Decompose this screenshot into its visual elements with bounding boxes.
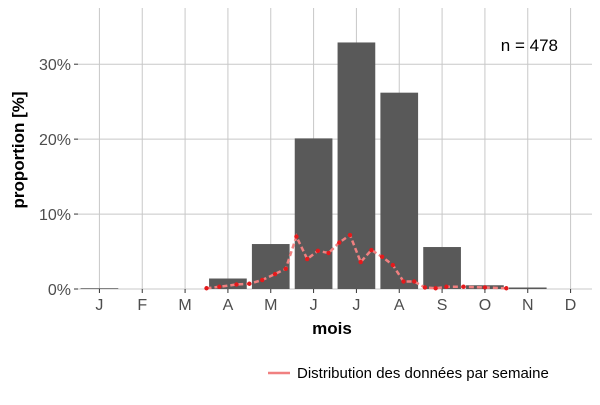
weekly-points: [204, 232, 509, 291]
x-tick-label: S: [437, 297, 448, 314]
bar: [80, 288, 119, 289]
weekly-point: [347, 232, 353, 238]
x-tick-label: D: [565, 297, 577, 314]
x-tick-label: F: [137, 297, 147, 314]
x-tick-label: O: [479, 297, 491, 314]
x-tick-label: J: [310, 297, 318, 314]
x-tick-label: J: [95, 297, 103, 314]
bar: [508, 287, 547, 289]
bar: [423, 247, 461, 289]
weekly-point: [217, 284, 222, 289]
weekly-point: [461, 284, 466, 289]
sample-size-annotation: n = 478: [501, 36, 558, 55]
y-tick-label: 10%: [39, 207, 71, 224]
x-tick-label: A: [394, 297, 405, 314]
x-tick-label: N: [522, 297, 534, 314]
x-tick-label: A: [223, 297, 234, 314]
weekly-point: [401, 279, 406, 284]
legend-label: Distribution des données par semaine: [297, 365, 549, 382]
weekly-point: [482, 285, 488, 290]
weekly-point: [337, 240, 342, 245]
y-tick-label: 0%: [48, 282, 71, 299]
weekly-point: [204, 286, 209, 291]
weekly-point: [304, 256, 310, 262]
legend: Distribution des données par semaine: [268, 365, 549, 382]
weekly-point: [412, 279, 417, 284]
weekly-point: [422, 285, 428, 290]
weekly-point: [283, 266, 288, 271]
y-tick-label: 30%: [39, 57, 71, 74]
bar: [209, 278, 247, 289]
weekly-point: [504, 286, 509, 291]
weekly-point: [433, 286, 438, 291]
x-tick-label: J: [352, 297, 360, 314]
weekly-point: [369, 247, 374, 253]
weekly-point: [444, 284, 449, 289]
weekly-point: [294, 234, 299, 239]
weekly-point: [326, 250, 331, 256]
bar: [294, 138, 333, 289]
y-tick-label: 20%: [39, 132, 71, 149]
weekly-point: [259, 277, 265, 283]
weekly-point: [247, 281, 252, 286]
y-axis-title: proportion [%]: [9, 91, 28, 208]
bar: [380, 92, 419, 289]
weekly-point: [390, 262, 396, 268]
x-tick-label: M: [178, 297, 191, 314]
weekly-point: [358, 259, 363, 265]
weekly-point: [379, 254, 385, 259]
x-axis-title: mois: [312, 319, 352, 338]
weekly-point: [272, 271, 278, 277]
axes: J F M A M J J A S O N D 0% 10% 20% 30%: [39, 57, 576, 314]
weekly-point: [234, 282, 239, 287]
x-tick-label: M: [264, 297, 277, 314]
weekly-point: [315, 248, 321, 253]
